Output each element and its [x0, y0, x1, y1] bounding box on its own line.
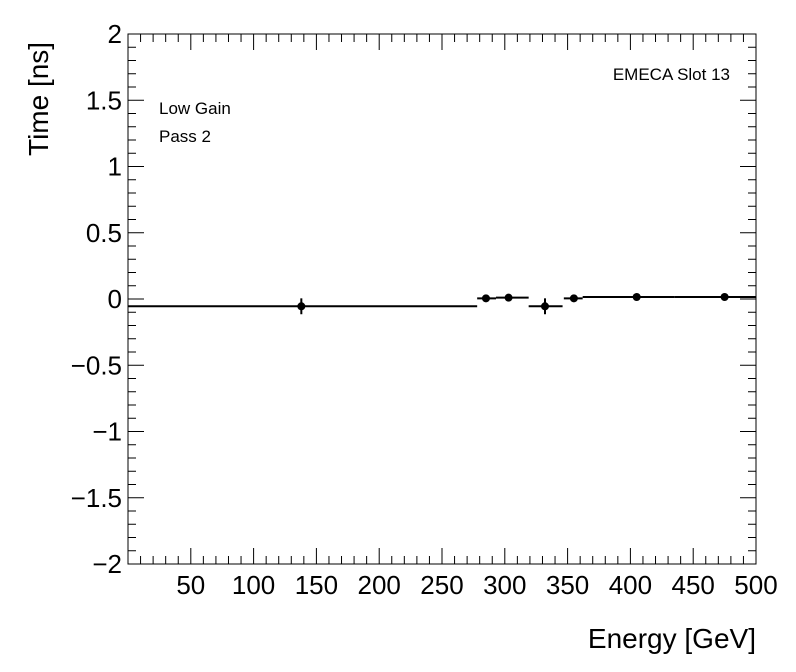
- x-tick-label: 200: [358, 570, 401, 600]
- x-tick-label: 400: [609, 570, 652, 600]
- y-tick-label: 1: [108, 152, 122, 182]
- data-point: [563, 294, 583, 303]
- x-tick-label: 150: [295, 570, 338, 600]
- y-tick-label: −1.5: [71, 483, 122, 513]
- point-marker: [720, 293, 729, 302]
- y-tick-label: −1: [92, 417, 122, 447]
- data-point: [674, 293, 756, 302]
- y-tick-label: 1.5: [86, 85, 122, 115]
- y-tick-labels: −2 −1.5 −1 −0.5 0 0.5 1 1.5 2: [71, 19, 122, 579]
- x-tick-label: 500: [734, 570, 777, 600]
- x-tick-label: 250: [420, 570, 463, 600]
- data-points: [128, 293, 756, 315]
- x-axis-title: Energy [GeV]: [588, 623, 756, 654]
- x-tick-label: 450: [672, 570, 715, 600]
- x-tick-label: 100: [232, 570, 275, 600]
- y-tick-label: −2: [92, 549, 122, 579]
- y-tick-label: −0.5: [71, 350, 122, 380]
- slot-annotation: EMECA Slot 13: [613, 65, 730, 84]
- data-point: [496, 293, 529, 302]
- x-tick-label: 350: [546, 570, 589, 600]
- data-point: [477, 294, 497, 303]
- x-tick-labels: 50 100 150 200 250 300 350 400 450 500: [176, 570, 777, 600]
- data-point: [128, 298, 478, 315]
- x-tick-label: 300: [483, 570, 526, 600]
- y-tick-label: 0: [108, 284, 122, 314]
- point-marker: [504, 293, 513, 302]
- point-marker: [569, 294, 578, 303]
- x-tick-label: 50: [176, 570, 205, 600]
- y-axis-title: Time [ns]: [23, 42, 54, 156]
- point-marker: [297, 302, 306, 311]
- point-marker: [481, 294, 490, 303]
- axis-ticks: [127, 33, 757, 565]
- data-point: [528, 298, 563, 315]
- gain-annotation: Low Gain: [159, 99, 231, 118]
- pass-annotation: Pass 2: [159, 127, 211, 146]
- y-tick-label: 2: [108, 19, 122, 49]
- point-marker: [632, 293, 641, 302]
- y-tick-label: 0.5: [86, 218, 122, 248]
- point-marker: [540, 302, 549, 311]
- data-point: [582, 293, 675, 302]
